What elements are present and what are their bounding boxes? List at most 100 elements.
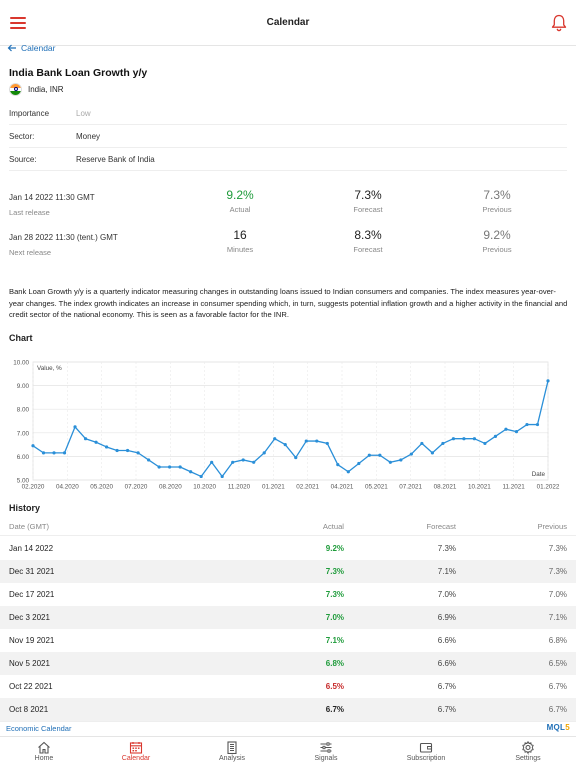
source-value: Reserve Bank of India [76, 154, 155, 164]
chart-y-tick-label: 8.00 [17, 407, 30, 414]
chart-y-tick-label: 7.00 [17, 430, 30, 437]
history-date: Nov 5 2021 [9, 659, 50, 668]
chart-data-point [83, 437, 88, 441]
last-actual: 9.2% Actual [200, 188, 280, 214]
history-actual: 7.0% [325, 613, 344, 622]
arrow-left-icon [7, 44, 16, 52]
chart-data-point [231, 460, 235, 464]
chart-x-tick-label: 02.2020 [22, 484, 45, 491]
chart-data-point [441, 441, 445, 446]
next-forecast-value: 8.3% [354, 228, 382, 242]
table-row[interactable]: Oct 22 2021 6.5% 6.7% 6.7% [0, 675, 576, 698]
chart-plot-area [32, 361, 549, 481]
history-previous: 7.0% [548, 590, 567, 599]
chart-data-point [367, 453, 371, 457]
source-row: Source: Reserve Bank of India [9, 148, 567, 171]
next-forecast-label: Forecast [353, 245, 383, 254]
next-minutes-label: Minutes [226, 245, 254, 254]
chart-data-point [483, 441, 487, 446]
tab-home[interactable]: Home [0, 739, 92, 762]
chart-data-point [168, 465, 172, 469]
history-date: Dec 3 2021 [9, 613, 50, 622]
chart-data-point [147, 458, 151, 462]
table-row[interactable]: Dec 31 2021 7.3% 7.1% 7.3% [0, 560, 576, 583]
last-release-date: Jan 14 2022 11:30 GMT [9, 193, 95, 202]
chart-data-point [52, 451, 56, 455]
next-minutes: 16 Minutes [200, 228, 280, 254]
history-date: Oct 22 2021 [9, 682, 53, 691]
country-row: India, INR [9, 83, 64, 96]
tab-analysis[interactable]: Analysis [184, 739, 280, 762]
chart-y-tick-label: 9.00 [17, 383, 30, 390]
calendar-icon [129, 742, 143, 754]
tab-settings[interactable]: Settings [480, 739, 576, 762]
chart-data-point [94, 440, 98, 444]
importance-row: Importance Low [9, 102, 567, 125]
history-previous: 6.5% [548, 659, 567, 668]
history-col-date: Date (GMT) [9, 522, 50, 531]
page-header-title: Calendar [266, 17, 310, 28]
chart-data-point [220, 474, 224, 479]
india-flag-icon [9, 83, 22, 96]
history-header-row: Date (GMT) Actual Forecast Previous [0, 518, 576, 536]
chart-x-tick-label: 02.2021 [296, 484, 319, 491]
history-actual: 6.5% [325, 682, 344, 691]
importance-label: Importance [9, 108, 50, 118]
table-row[interactable]: Dec 3 2021 7.0% 6.9% 7.1% [0, 606, 576, 629]
chart-x-tick-label: 04.2020 [56, 484, 79, 491]
hamburger-menu-icon[interactable] [10, 17, 26, 29]
history-forecast: 6.7% [437, 682, 456, 691]
chart-data-point [420, 441, 424, 446]
history-previous: 7.1% [548, 613, 567, 622]
economic-calendar-link[interactable]: Economic Calendar [6, 724, 72, 733]
tab-calendar[interactable]: Calendar [88, 739, 184, 762]
chart-x-tick-label: 10.2020 [193, 484, 216, 491]
mql5-logo[interactable]: MQL5 [546, 723, 570, 732]
tab-analysis-label: Analysis [218, 755, 246, 762]
history-actual: 7.3% [325, 590, 344, 599]
chart-data-point [325, 441, 329, 446]
line-chart: 5.00 6.00 7.00 8.00 9.00 10.00 02.2020 04.2020 0… [13, 360, 560, 491]
next-forecast: 8.3% Forecast [328, 228, 408, 254]
event-title: India Bank Loan Growth y/y [9, 67, 148, 79]
chart-data-point [546, 379, 550, 383]
chart-data-point [252, 460, 256, 464]
history-col-previous: Previous [537, 522, 567, 531]
history-forecast: 7.3% [437, 544, 456, 553]
signals-icon [320, 742, 332, 753]
event-description: Bank Loan Growth y/y is a quarterly indi… [9, 287, 568, 319]
economic-calendar-bar: Economic Calendar MQL5 [0, 721, 576, 736]
tab-subscription[interactable]: Subscription [378, 739, 474, 762]
history-date: Jan 14 2022 [9, 544, 54, 553]
gear-icon [522, 741, 534, 754]
table-row[interactable]: Jan 14 2022 9.2% 7.3% 7.3% [0, 537, 576, 560]
chart-x-tick-label: 11.2021 [503, 484, 526, 491]
chart-data-point [535, 422, 540, 427]
history-actual: 9.2% [325, 544, 344, 553]
history-forecast: 7.0% [437, 590, 456, 599]
chart-y-axis-label: Value, % [37, 365, 62, 372]
table-row[interactable]: Dec 17 2021 7.3% 7.0% 7.0% [0, 583, 576, 606]
chart-x-tick-label: 11.2020 [228, 484, 251, 491]
back-link[interactable]: Calendar [7, 42, 56, 54]
chart-data-point [294, 455, 298, 460]
chart-data-point [462, 437, 466, 441]
bell-icon[interactable] [551, 14, 567, 32]
chart-data-point [409, 452, 413, 456]
chart-data-point [210, 460, 214, 464]
chart-x-tick-label: 05.2020 [90, 484, 113, 491]
table-row[interactable]: Nov 19 2021 7.1% 6.6% 6.8% [0, 629, 576, 652]
table-row[interactable]: Oct 8 2021 6.7% 6.7% 6.7% [0, 698, 576, 721]
chart-data-point [315, 439, 319, 443]
table-row[interactable]: Nov 5 2021 6.8% 6.6% 6.5% [0, 652, 576, 675]
chart-data-point [241, 458, 245, 462]
chart-data-point [104, 445, 109, 449]
country-label: India, INR [28, 85, 64, 94]
tab-signals[interactable]: Signals [278, 739, 374, 762]
chart-data-point [504, 427, 508, 431]
chart-y-tick-label: 6.00 [17, 454, 30, 461]
chart-x-tick-label: 05.2021 [365, 484, 388, 491]
chart-x-tick-label: 07.2020 [125, 484, 148, 491]
source-label: Source: [9, 154, 37, 164]
history-forecast: 7.1% [437, 567, 456, 576]
